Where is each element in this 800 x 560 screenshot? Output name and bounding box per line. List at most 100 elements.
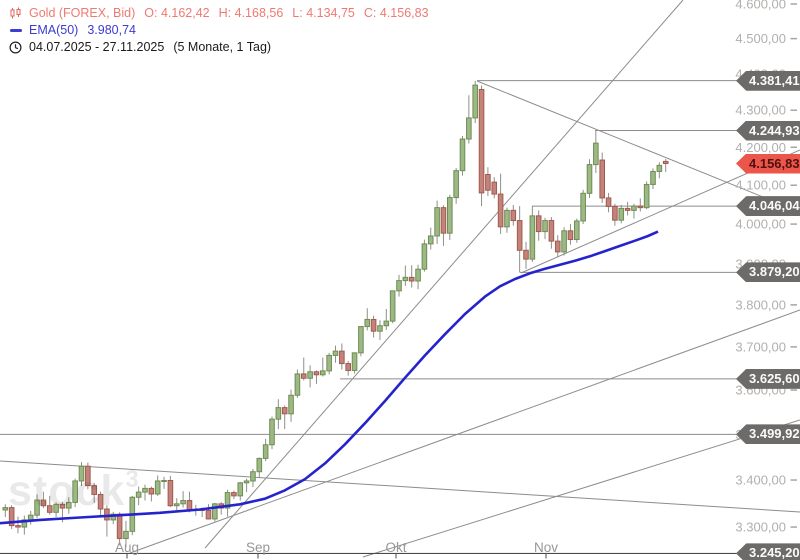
candle-body [224,492,231,509]
candle-body [97,493,104,510]
candle-body [643,183,650,209]
candle-body [46,505,53,513]
candle-body [662,160,669,165]
ema-line [0,230,659,525]
candle-body [434,207,440,237]
candle-body [116,513,123,540]
candle-body [358,326,364,354]
candle-body [351,352,358,371]
candle-body [173,503,180,507]
candle-body [2,507,9,511]
candle-body [453,170,459,199]
trend-line [476,80,800,213]
candle-body [377,325,383,332]
ohlc-high: H: 4.168,56 [218,6,284,20]
candle-body [243,480,250,484]
candle-body [440,207,447,234]
candle-body [300,373,307,379]
date-range-row: 04.07.2025 - 27.11.2025 (5 Monate, 1 Tag… [8,39,438,56]
candle-body [485,173,491,191]
candle-body [148,487,155,495]
candle-body [269,418,275,446]
candle-body [85,465,91,487]
candle-body [427,235,434,245]
candle-body [332,350,339,356]
date-range: 04.07.2025 - 27.11.2025 [29,40,165,54]
ohlc-low: L: 4.134,75 [292,6,355,20]
candle-body [612,205,618,221]
candle-body [510,209,517,222]
candle-body [345,363,351,371]
candle-body [78,465,85,482]
candle-body [459,138,466,172]
candle-body [650,170,656,185]
candle-body [40,499,47,507]
candle-body [167,479,174,507]
candle-body [656,164,663,172]
indicator-value: 3.980,74 [87,23,136,37]
indicator-name: EMA(50) [29,23,79,37]
candle-body [180,500,186,505]
stock3-watermark: stock3 [8,466,140,515]
indicator-row: EMA(50) 3.980,74 [8,22,438,39]
y-tick-mark [790,433,797,436]
y-tick-mark [790,223,797,225]
trend-line [362,419,800,558]
candle-body [535,215,542,233]
candle-body [72,480,78,503]
ohlc-close: C: 4.156,83 [363,6,429,20]
ohlc-open: O: 4.162,42 [144,6,210,20]
candle-body [135,491,142,498]
trend-line [129,309,800,554]
candle-body [256,457,263,473]
candle-body [364,318,371,328]
candle-body [574,220,580,241]
candle-body [142,487,148,493]
y-tick-label: 4.200,00 [735,140,786,155]
y-tick-label: 3.600,00 [735,383,786,398]
candle-body [561,230,567,253]
trend-line [0,460,800,513]
instrument-row: Gold (FOREX, Bid) O: 4.162,42 H: 4.168,5… [8,5,438,22]
candle-body [523,249,529,260]
candle-body [104,508,110,521]
candle-body [497,193,504,228]
candle-body [8,507,15,527]
candle-body [599,159,606,199]
candle-body [580,192,586,222]
instrument-name: Gold (FOREX, Bid) [29,6,136,20]
candle-body [396,280,402,292]
candle-body [529,215,536,260]
candle-body [231,492,237,497]
ema-line-icon [8,29,23,32]
candle-body [34,499,40,516]
candle-body [408,276,415,282]
candle-body [288,394,294,415]
y-tick-label: 4.100,00 [735,178,786,193]
candle-body [593,142,599,166]
candle-body [421,243,428,270]
period-label: (5 Monate, 1 Tag) [173,40,272,54]
y-tick-label: 3.400,00 [735,473,786,488]
chart-legend: Gold (FOREX, Bid) O: 4.162,42 H: 4.168,5… [8,5,438,56]
candle-body [294,373,301,396]
candle-body [383,320,390,327]
candlestick-icon [8,7,23,20]
month-label: Aug [115,540,139,555]
candle-body [123,530,129,540]
candle-body [472,84,478,119]
candle-body [281,407,288,415]
candle-body [554,240,561,253]
trend-line [204,0,684,549]
y-tick-mark [790,146,797,149]
candle-body [250,471,256,482]
y-tick-mark [790,479,797,481]
y-tick-mark [790,37,797,40]
y-tick-label: 3.300,00 [735,520,786,535]
y-tick-label: 4.400,00 [735,67,786,82]
candle-body [605,197,612,207]
candle-body [313,371,320,376]
y-tick-mark [790,304,797,306]
